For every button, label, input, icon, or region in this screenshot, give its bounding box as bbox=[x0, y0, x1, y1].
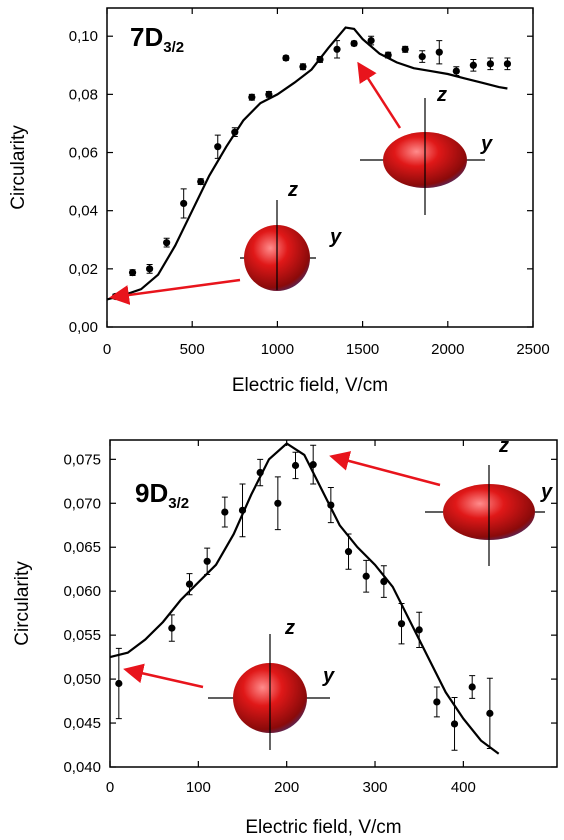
data-point bbox=[362, 572, 370, 580]
state-subscript: 3/2 bbox=[168, 495, 189, 512]
y-tick-label: 0,04 bbox=[69, 203, 98, 220]
x-tick-label: 0 bbox=[106, 779, 114, 796]
data-point bbox=[397, 620, 406, 628]
pointer-arrow bbox=[357, 61, 402, 129]
y-axis-title: Circularity bbox=[12, 561, 33, 646]
data-point bbox=[238, 506, 247, 514]
state-name: 7D bbox=[130, 22, 163, 52]
data-point bbox=[231, 128, 239, 136]
data-point bbox=[274, 499, 282, 507]
data-point bbox=[299, 63, 307, 71]
data-point bbox=[415, 626, 423, 634]
data-point bbox=[221, 508, 229, 516]
state-subscript: 3/2 bbox=[163, 39, 184, 56]
fit-line bbox=[109, 442, 500, 755]
y-tick-label: 0,065 bbox=[63, 539, 101, 556]
data-point bbox=[265, 90, 273, 98]
x-tick-label: 300 bbox=[363, 779, 388, 796]
data-point bbox=[486, 60, 494, 68]
x-tick-label: 500 bbox=[180, 341, 205, 358]
data-point bbox=[180, 199, 188, 208]
y-tick-label: 0,075 bbox=[63, 451, 101, 468]
state-name: 9D bbox=[135, 478, 168, 508]
data-point bbox=[248, 93, 256, 101]
data-point bbox=[452, 67, 460, 75]
data-point bbox=[327, 501, 335, 509]
axis-letter: y bbox=[322, 665, 335, 687]
plot-frame bbox=[109, 439, 558, 768]
y-tick-label: 0,045 bbox=[63, 715, 101, 732]
y-tick-label: 0,00 bbox=[69, 319, 98, 336]
state-label: 9D3/2 bbox=[135, 478, 189, 512]
x-tick-label: 1000 bbox=[261, 341, 294, 358]
y-tick-label: 0,02 bbox=[69, 261, 98, 278]
pointer-arrow bbox=[109, 278, 241, 305]
axis-letter: y bbox=[329, 226, 342, 248]
data-point bbox=[384, 51, 392, 59]
x-tick-label: 1500 bbox=[346, 341, 379, 358]
y-tick-label: 0,055 bbox=[63, 627, 101, 644]
data-point bbox=[367, 36, 375, 45]
x-tick-label: 2500 bbox=[516, 341, 549, 358]
y-tick-label: 0,08 bbox=[69, 86, 98, 103]
x-tick-label: 0 bbox=[103, 341, 111, 358]
data-point bbox=[401, 45, 409, 53]
axis-letter: z bbox=[498, 435, 509, 457]
data-point bbox=[168, 624, 176, 632]
data-point bbox=[128, 269, 137, 277]
data-point bbox=[333, 45, 341, 53]
data-point bbox=[350, 39, 358, 48]
data-point bbox=[380, 577, 388, 586]
data-point bbox=[468, 683, 476, 691]
data-point bbox=[203, 557, 211, 565]
data-point bbox=[146, 265, 154, 273]
data-point bbox=[418, 52, 426, 61]
data-point bbox=[291, 461, 300, 470]
y-axis-title: Circularity bbox=[8, 125, 29, 210]
axis-letter: y bbox=[540, 481, 553, 503]
data-point bbox=[282, 54, 290, 62]
data-point bbox=[486, 709, 494, 717]
y-tick-label: 0,050 bbox=[63, 671, 101, 688]
pointer-arrow bbox=[329, 451, 441, 487]
x-axis-title: Electric field, V/cm bbox=[245, 817, 401, 838]
axis-letter: z bbox=[436, 84, 447, 106]
data-point bbox=[469, 61, 477, 69]
plot-frame bbox=[106, 7, 534, 328]
data-point bbox=[503, 60, 512, 68]
x-tick-label: 2000 bbox=[431, 341, 464, 358]
x-tick-label: 100 bbox=[186, 779, 211, 796]
pointer-arrow bbox=[123, 663, 204, 689]
data-point bbox=[435, 48, 443, 56]
data-point bbox=[163, 239, 171, 247]
axis-letter: z bbox=[284, 617, 295, 639]
data-point bbox=[197, 178, 205, 186]
data-point bbox=[185, 580, 194, 588]
data-point bbox=[214, 143, 222, 151]
axis-letter: y bbox=[480, 133, 493, 155]
y-tick-label: 0,060 bbox=[63, 583, 101, 600]
x-axis-title: Electric field, V/cm bbox=[232, 375, 388, 396]
y-tick-label: 0,040 bbox=[63, 759, 101, 776]
x-tick-label: 400 bbox=[451, 779, 476, 796]
y-tick-label: 0,070 bbox=[63, 495, 101, 512]
x-tick-label: 200 bbox=[274, 779, 299, 796]
data-point bbox=[256, 468, 264, 477]
state-label: 7D3/2 bbox=[130, 22, 184, 56]
data-point bbox=[309, 461, 317, 469]
data-point bbox=[450, 720, 459, 728]
y-tick-label: 0,06 bbox=[69, 145, 98, 162]
data-point bbox=[115, 679, 123, 688]
axis-letter: z bbox=[287, 179, 298, 201]
data-point bbox=[433, 698, 441, 706]
y-tick-label: 0,10 bbox=[69, 28, 98, 45]
data-point bbox=[316, 55, 324, 64]
data-point bbox=[344, 548, 353, 556]
